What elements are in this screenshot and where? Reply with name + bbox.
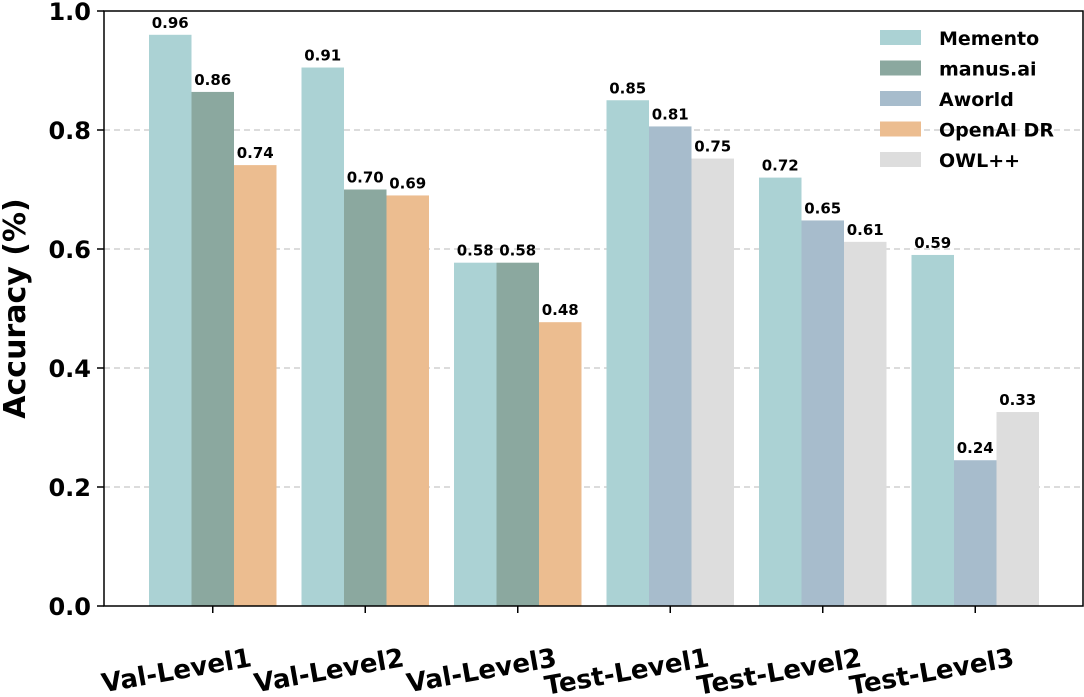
- legend-label: OpenAI DR: [939, 120, 1054, 142]
- data-label: 0.74: [237, 144, 274, 162]
- y-tick-label: 1.0: [48, 0, 91, 26]
- x-tick-label: Val-Level3: [404, 643, 559, 697]
- bar-openai-dr-val-level1: [234, 165, 277, 607]
- legend-item-manus-ai: manus.ai: [880, 59, 1037, 81]
- x-tick-label: Test-Level2: [695, 643, 864, 697]
- data-label: 0.61: [847, 221, 884, 239]
- y-tick-label: 0.6: [48, 236, 91, 264]
- bar-aworld-test-level3: [954, 460, 997, 606]
- data-label: 0.48: [542, 301, 579, 319]
- y-tick-label: 0.8: [48, 117, 91, 145]
- x-tick-label: Test-Level3: [847, 643, 1016, 697]
- legend-item-memento: Memento: [880, 28, 1039, 50]
- bar-memento-test-level1: [606, 100, 649, 606]
- legend-swatch: [880, 121, 921, 137]
- y-axis-title: Accuracy (%): [0, 198, 33, 418]
- legend-label: manus.ai: [939, 59, 1037, 81]
- legend-item-openai-dr: OpenAI DR: [880, 120, 1054, 142]
- y-tick-label: 0.0: [48, 593, 91, 621]
- bar-manus-ai-val-level3: [496, 262, 539, 606]
- bars-layer: [149, 34, 1039, 607]
- bar-aworld-test-level1: [649, 126, 692, 607]
- x-tick-label: Val-Level1: [99, 643, 254, 697]
- legend-item-aworld: Aworld: [880, 89, 1014, 111]
- x-axis-ticks: Val-Level1Val-Level2Val-Level3Test-Level…: [99, 606, 1016, 697]
- data-label: 0.58: [457, 242, 494, 260]
- data-label: 0.65: [804, 199, 841, 217]
- legend-label: Memento: [939, 28, 1039, 50]
- bar-openai-dr-val-level3: [539, 322, 582, 606]
- data-label: 0.85: [609, 79, 646, 97]
- data-label: 0.33: [999, 391, 1036, 409]
- bar-aworld-test-level2: [801, 220, 844, 606]
- legend-swatch: [880, 91, 921, 106]
- y-tick-label: 0.4: [48, 355, 91, 383]
- bar-memento-val-level2: [301, 67, 344, 606]
- data-label: 0.59: [914, 234, 951, 252]
- bar-memento-val-level3: [454, 262, 497, 606]
- data-label: 0.72: [762, 157, 799, 175]
- bar-owl--test-level2: [844, 241, 887, 607]
- legend-label: OWL++: [939, 150, 1020, 172]
- data-label: 0.91: [304, 47, 341, 65]
- data-label: 0.70: [347, 169, 384, 187]
- data-label: 0.86: [194, 71, 231, 89]
- bar-memento-test-level2: [759, 177, 802, 606]
- data-label: 0.75: [694, 138, 731, 156]
- legend-swatch: [880, 30, 921, 45]
- legend-label: Aworld: [939, 89, 1014, 111]
- bar-owl--test-level3: [996, 412, 1039, 606]
- data-label: 0.58: [499, 242, 536, 260]
- data-label: 0.24: [957, 439, 994, 457]
- legend-swatch: [880, 60, 921, 76]
- data-label: 0.69: [389, 174, 426, 192]
- bar-memento-val-level1: [149, 34, 192, 607]
- legend-item-owl-: OWL++: [880, 150, 1020, 172]
- value-labels-layer: 0.96 0.86 0.74 0.91 0.70 0.69 0.58 0.58 0.48 0.85…: [152, 14, 1037, 457]
- data-label: 0.96: [152, 14, 189, 32]
- bar-manus-ai-val-level2: [344, 189, 387, 606]
- bar-owl--test-level1: [691, 158, 734, 606]
- bar-openai-dr-val-level2: [386, 195, 429, 606]
- y-tick-label: 0.2: [48, 474, 91, 502]
- bar-manus-ai-val-level1: [191, 91, 234, 607]
- legend: Memento manus.ai Aworld OpenAI DR OWL++: [880, 28, 1054, 172]
- plot-frame: [103, 10, 1084, 607]
- legend-swatch: [880, 152, 921, 167]
- bar-memento-test-level3: [911, 254, 954, 606]
- y-axis-ticks: 0.0 0.2 0.4 0.6 0.8 1.0: [48, 0, 104, 621]
- x-tick-label: Test-Level1: [542, 643, 711, 697]
- data-label: 0.81: [652, 105, 689, 123]
- x-tick-label: Val-Level2: [252, 643, 407, 697]
